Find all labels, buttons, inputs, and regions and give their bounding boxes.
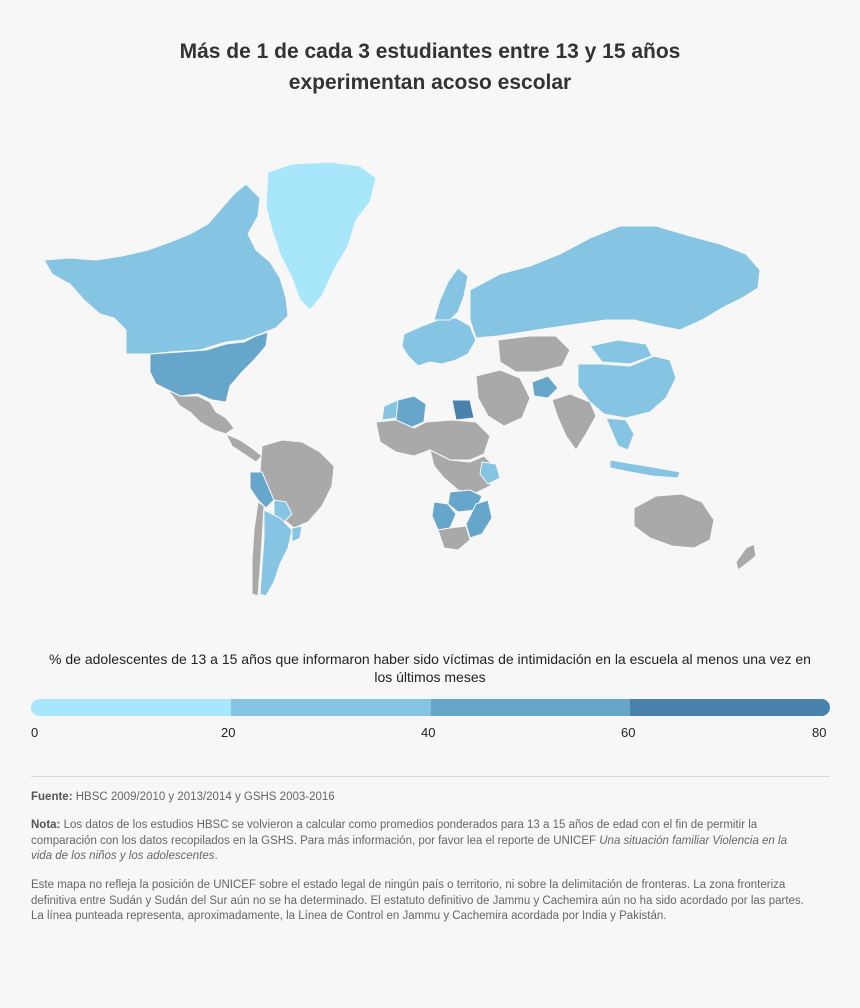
region-mongolia (589, 339, 653, 365)
region-canada (43, 183, 289, 355)
region-sudafrica (437, 525, 471, 551)
region-asia-central (497, 335, 571, 373)
region-centroamerica (225, 433, 263, 463)
source-note: Fuente: HBSC 2009/2010 y 2013/2014 y GSH… (31, 790, 811, 806)
legend-title: % de adolescentes de 13 a 15 años que in… (49, 651, 811, 685)
region-argentina (259, 509, 293, 597)
region-indonesia (609, 459, 681, 479)
region-kenia (479, 461, 501, 485)
legend-bin-0-20 (31, 699, 231, 716)
legend-bin-20-40 (230, 699, 431, 716)
region-peninsula-arabiga (475, 369, 531, 427)
disclaimer-note: Este mapa no refleja la posición de UNIC… (31, 879, 804, 922)
note-end: . (214, 850, 218, 862)
footer-divider (31, 776, 830, 777)
chart-title-line-1: Más de 1 de cada 3 estudiantes entre 13 … (179, 40, 681, 63)
report-title: Una situación familiar Violencia en la v… (31, 834, 787, 863)
region-bolivia (273, 499, 293, 523)
region-peru (249, 471, 275, 509)
region-groenlandia (265, 161, 377, 311)
chart-title: Más de 1 de cada 3 estudiantes entre 13 … (0, 36, 860, 98)
region-mozambique (465, 499, 493, 539)
legend-tick-60: 60 (621, 725, 636, 740)
legend-tick-0: 0 (31, 725, 39, 740)
region-india (551, 393, 597, 451)
region-australia (633, 493, 715, 549)
legend-tick-20: 20 (221, 725, 236, 740)
region-mexico (167, 389, 235, 435)
legend-bin-60-80 (630, 699, 830, 716)
region-egipto (451, 399, 475, 421)
region-china (577, 355, 677, 419)
region-europa-occidental (401, 317, 477, 367)
legend-tick-80: 80 (812, 725, 827, 740)
region-africa-occidental (375, 419, 491, 461)
region-nueva-zelanda (735, 543, 757, 571)
source-label: Fuente: (31, 791, 73, 803)
world-map (30, 150, 830, 620)
legend-color-bar (31, 699, 830, 716)
region-sudeste-asiatico (605, 417, 635, 451)
region-escandinavia (433, 267, 469, 321)
legend-tick-40: 40 (421, 725, 436, 740)
region-chile (251, 501, 265, 597)
methodology-note: Nota: Los datos de los estudios HBSC se … (31, 818, 811, 865)
region-uruguay (291, 525, 303, 543)
chart-title-line-2: experimentan acoso escolar (288, 71, 572, 94)
source-text: HBSC 2009/2010 y 2013/2014 y GSHS 2003-2… (75, 791, 335, 803)
region-africa-central (429, 449, 497, 495)
region-rusia (469, 225, 761, 339)
legend-bin-40-60 (430, 699, 631, 716)
region-afganistan (531, 375, 559, 399)
note-text: Los datos de los estudios HBSC se volvie… (31, 819, 758, 847)
note-label: Nota: (31, 819, 61, 831)
world-map-svg (43, 161, 761, 597)
